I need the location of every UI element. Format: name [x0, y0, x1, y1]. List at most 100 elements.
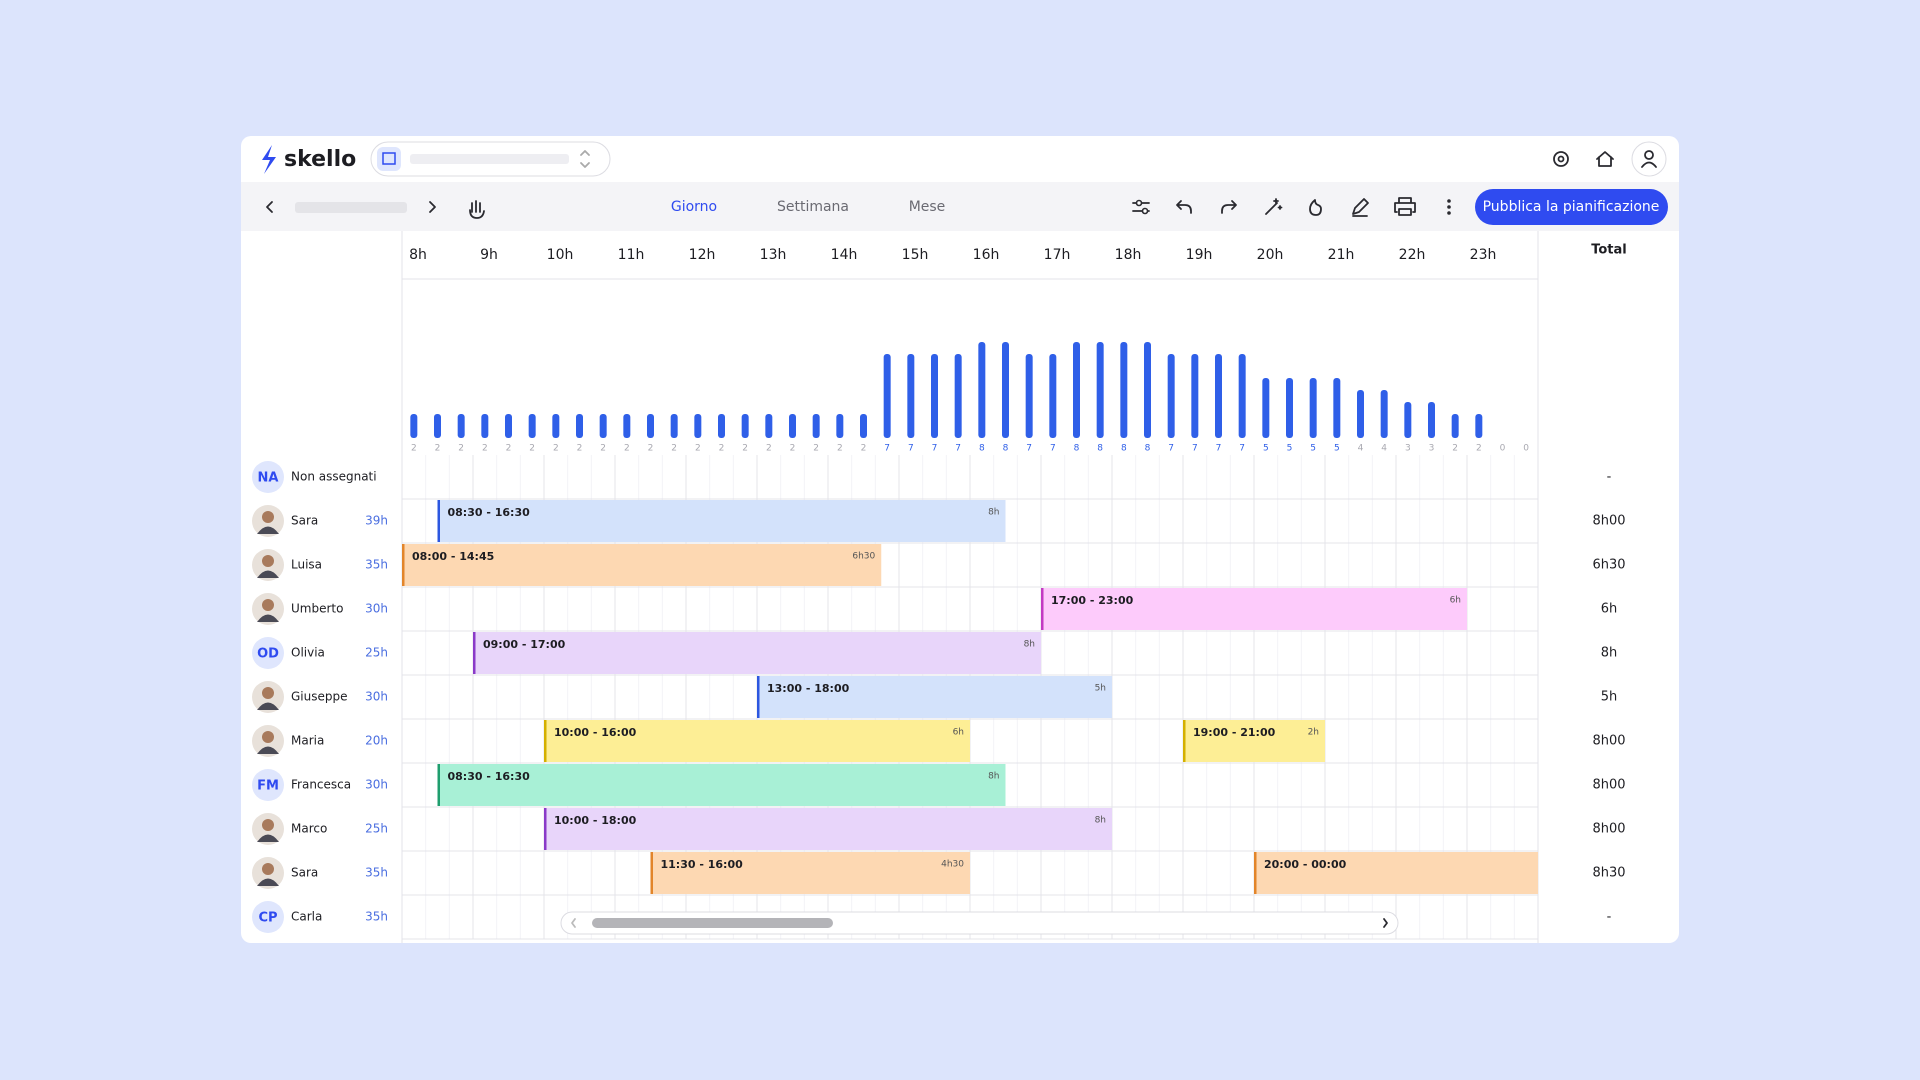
hour-label: 10h: [547, 247, 574, 263]
filter-button[interactable]: [1132, 199, 1150, 215]
staffing-bar: [1120, 342, 1128, 438]
shift[interactable]: [1183, 720, 1325, 762]
staffing-label: 2: [861, 444, 867, 454]
shift-accent: [650, 852, 653, 894]
hour-label: 21h: [1328, 247, 1355, 263]
shift-time: 09:00 - 17:00: [483, 638, 566, 651]
staffing-label: 2: [411, 444, 417, 454]
staffing-bar: [1191, 354, 1199, 438]
contract-hours: 20h: [365, 734, 388, 748]
avatar: [252, 901, 284, 933]
shift[interactable]: [650, 852, 971, 894]
home-button[interactable]: [1596, 151, 1614, 167]
date-placeholder: [295, 202, 407, 213]
staffing-label: 2: [529, 444, 535, 454]
publish-label: Pubblica la pianificazione: [1483, 199, 1660, 215]
staffing-bar: [410, 414, 418, 438]
staffing-bar: [481, 414, 489, 438]
staffing-label: 5: [1334, 444, 1340, 454]
staffing-bar: [1167, 354, 1175, 438]
row-total: -: [1607, 470, 1612, 485]
more-button[interactable]: [1447, 199, 1451, 215]
fire-button[interactable]: [1309, 199, 1322, 216]
staffing-label: 8: [1074, 444, 1080, 454]
staffing-bar: [718, 414, 725, 438]
publish-button[interactable]: [1475, 189, 1668, 225]
hour-label: 16h: [973, 247, 1000, 263]
staffing-label: 7: [1168, 444, 1174, 454]
hour-label: 18h: [1115, 247, 1142, 263]
redo-button[interactable]: [1221, 200, 1237, 214]
scrollbar[interactable]: [560, 911, 1399, 935]
next-button[interactable]: [429, 201, 436, 213]
shift-accent: [437, 764, 440, 806]
logo-mark: [262, 145, 276, 174]
row-total: 8h00: [1592, 778, 1625, 793]
shift[interactable]: [544, 808, 1112, 850]
employee-name: Olivia: [291, 646, 325, 660]
avatar-body: [257, 702, 279, 710]
shift-duration: 6h: [953, 728, 964, 738]
staffing-label: 2: [790, 444, 796, 454]
print-button[interactable]: [1394, 197, 1416, 216]
staffing-bar: [1002, 342, 1009, 438]
row-total: -: [1607, 910, 1612, 925]
shift-time: 10:00 - 16:00: [554, 726, 637, 739]
avatar-head: [262, 863, 274, 875]
settings-button[interactable]: [1553, 151, 1569, 167]
tab[interactable]: Giorno: [671, 199, 717, 215]
undo-button[interactable]: [1176, 200, 1192, 214]
shift[interactable]: [757, 676, 1112, 718]
scroll-left[interactable]: [571, 918, 576, 928]
prev-button[interactable]: [266, 201, 273, 213]
hour-label: 19h: [1186, 247, 1213, 263]
hour-label: 12h: [689, 247, 716, 263]
staffing-bar: [836, 414, 844, 438]
staffing-bar: [978, 342, 986, 438]
staffing-label: 8: [1097, 444, 1103, 454]
staffing-bar: [1309, 378, 1317, 438]
edit-button[interactable]: [1352, 198, 1369, 217]
avatar-head: [262, 599, 274, 611]
staffing-label: 2: [458, 444, 464, 454]
staffing-label: 7: [1192, 444, 1198, 454]
avatar-body: [257, 570, 279, 578]
shift[interactable]: [544, 720, 970, 762]
scroll-right[interactable]: [1383, 918, 1388, 928]
magic-button[interactable]: [1265, 198, 1283, 215]
staffing-bar: [528, 414, 536, 438]
scrollbar-thumb[interactable]: [592, 918, 833, 928]
tab[interactable]: Settimana: [777, 199, 849, 215]
avatar-head: [262, 819, 274, 831]
staffing-label: 4: [1358, 444, 1364, 454]
staffing-label: 2: [1476, 444, 1482, 454]
shift[interactable]: [437, 764, 1006, 806]
schedule-content: 8h 9h 10h 11h 12h 13h 14h 15h 16h 17h 18h 19h 20h 21h…: [252, 247, 1626, 933]
tab[interactable]: Mese: [909, 199, 946, 215]
staffing-label: 2: [742, 444, 748, 454]
staffing-label: 2: [624, 444, 630, 454]
hand-button[interactable]: [469, 200, 485, 219]
staffing-bar: [599, 414, 607, 438]
staffing-bar: [1238, 354, 1246, 438]
hour-label: 14h: [831, 247, 858, 263]
shift-accent: [473, 632, 476, 674]
user-button[interactable]: [1631, 141, 1667, 177]
row-total: 8h00: [1592, 734, 1625, 749]
shift[interactable]: [1041, 588, 1467, 630]
hour-label: 11h: [618, 247, 645, 263]
logo: skello: [284, 147, 356, 172]
avatar: [252, 769, 284, 801]
shift-time: 08:30 - 16:30: [448, 770, 531, 783]
shift[interactable]: [402, 544, 882, 586]
staffing-label: 7: [1216, 444, 1222, 454]
shift[interactable]: [437, 500, 1006, 542]
shift[interactable]: [473, 632, 1041, 674]
shift-duration: 8h: [1024, 640, 1035, 650]
shift-time: 19:00 - 21:00: [1193, 726, 1276, 739]
staffing-label: 3: [1429, 444, 1435, 454]
row-total: 8h30: [1592, 866, 1625, 881]
shift-accent: [437, 500, 440, 542]
shift[interactable]: [1254, 852, 1538, 894]
